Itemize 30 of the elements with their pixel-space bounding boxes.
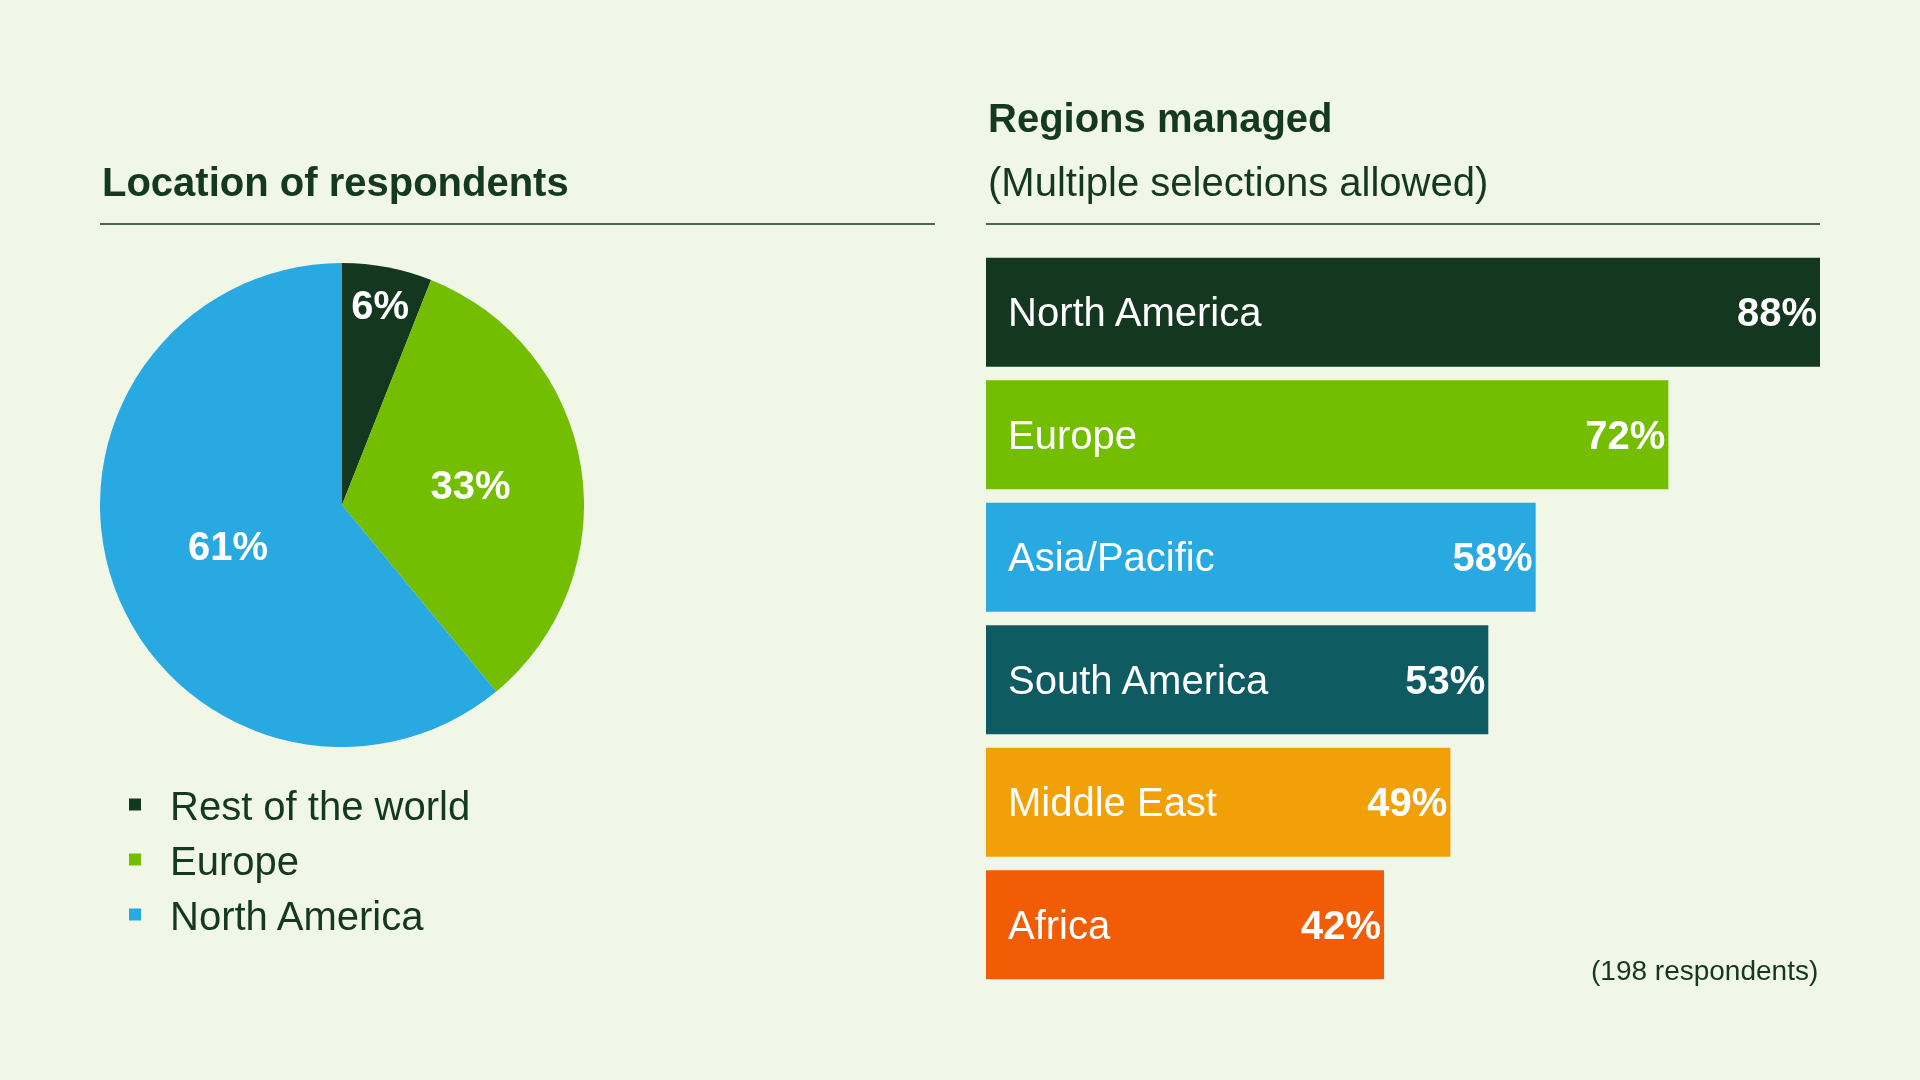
- chart-subtitle: (Multiple selections allowed): [988, 160, 1489, 204]
- bar: [986, 257, 1820, 367]
- data-label: 88%: [1736, 290, 1817, 335]
- y-tick-label: Europe: [1008, 413, 1137, 457]
- bar: [986, 625, 1489, 735]
- chart-title: Regions managed: [988, 96, 1333, 140]
- data-label: 61%: [188, 523, 269, 568]
- y-tick-label: Asia/Pacific: [1008, 535, 1215, 579]
- data-label: 6%: [351, 282, 410, 327]
- y-tick-label: North America: [1008, 290, 1263, 334]
- bar: [986, 747, 1451, 857]
- chart-title: Location of respondents: [102, 160, 569, 204]
- data-label: 49%: [1367, 780, 1448, 825]
- legend-label: Rest of the world: [170, 784, 471, 829]
- pie-slice: [342, 263, 432, 505]
- pie-slice: [342, 279, 584, 692]
- data-label: 58%: [1452, 535, 1533, 580]
- y-tick-label: South America: [1008, 658, 1269, 702]
- bar: [986, 502, 1536, 612]
- annotation: (198 respondents): [1591, 955, 1819, 986]
- data-label: 42%: [1300, 902, 1382, 947]
- bar: [986, 870, 1385, 980]
- y-tick-label: Africa: [1008, 903, 1111, 947]
- data-label: 72%: [1585, 412, 1666, 457]
- legend-label: North America: [170, 894, 425, 939]
- legend-label: Europe: [170, 839, 299, 884]
- y-tick-label: Middle East: [1008, 780, 1217, 824]
- data-label: 33%: [430, 462, 511, 507]
- bar: [986, 380, 1669, 490]
- data-label: 53%: [1405, 657, 1486, 702]
